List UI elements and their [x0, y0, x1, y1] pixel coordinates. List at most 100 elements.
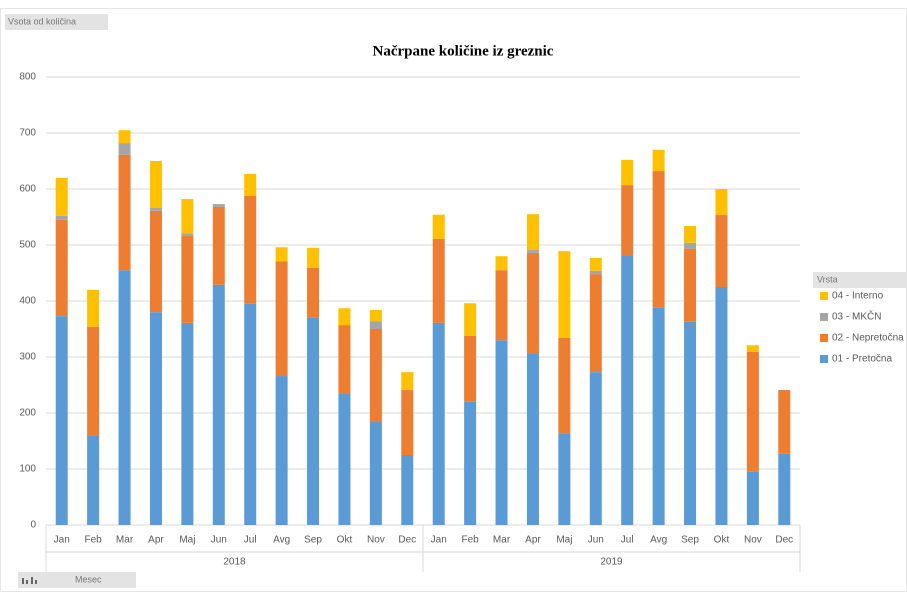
x-tick-label: Jan — [54, 535, 70, 546]
bar-segment — [87, 326, 100, 436]
bar-segment — [589, 270, 602, 275]
bar-segment — [432, 322, 445, 525]
x-tick-label: Jan — [431, 535, 447, 546]
bar-segment — [87, 435, 100, 525]
bar-segment — [464, 335, 477, 402]
legend-swatch — [820, 292, 828, 300]
bar-segment — [401, 455, 414, 525]
bar-segment — [684, 321, 697, 525]
y-tick-label: 600 — [19, 184, 36, 195]
x-tick-label: Apr — [525, 535, 541, 546]
bar-segment — [149, 161, 162, 209]
bar-segment — [401, 390, 414, 455]
bar-segment — [181, 322, 194, 525]
bar-segment — [55, 177, 68, 216]
bar-segment — [338, 308, 351, 326]
x-tick-label: Nov — [367, 535, 385, 546]
bar-segment — [684, 248, 697, 322]
bar-segment — [464, 303, 477, 336]
bar-segment — [621, 159, 634, 186]
bar-segment — [244, 195, 257, 304]
bar-segment — [149, 208, 162, 211]
x-tick-label: Dec — [398, 535, 416, 546]
axis-field-button[interactable] — [18, 572, 136, 588]
y-tick-label: 700 — [19, 128, 36, 139]
x-tick-label: Avg — [273, 535, 290, 546]
bar-segment — [495, 270, 508, 341]
bar-segment — [558, 337, 571, 434]
chart-area — [0, 8, 907, 592]
bar-segment — [212, 284, 225, 525]
x-tick-label: Okt — [714, 535, 730, 546]
bar-segment — [652, 149, 665, 172]
bar-segment — [149, 312, 162, 525]
y-tick-label: 500 — [19, 240, 36, 251]
axis-field-icon — [22, 577, 37, 584]
bar-segment — [338, 393, 351, 525]
bar-segment — [558, 251, 571, 338]
bar-segment — [307, 247, 320, 268]
bar-segment — [212, 204, 225, 207]
values-field-label[interactable]: Vsota od količina — [8, 16, 76, 26]
bar-segment — [464, 401, 477, 525]
bar-segment — [746, 345, 759, 352]
bar-segment — [307, 267, 320, 318]
bar-segment — [684, 225, 697, 243]
bar-segment — [652, 307, 665, 525]
bar-segment — [558, 433, 571, 525]
bar-segment — [369, 421, 382, 525]
x-tick-label: Apr — [148, 535, 164, 546]
bar-segment — [621, 185, 634, 256]
legend-label: 02 - Nepretočna — [832, 333, 904, 344]
x-tick-label: Feb — [462, 535, 480, 546]
bar-segment — [118, 130, 131, 144]
x-tick-label: Jun — [211, 535, 227, 546]
bar-segment — [275, 376, 288, 525]
bar-segment — [589, 372, 602, 525]
legend-field-button[interactable] — [813, 272, 907, 288]
bar-segment — [684, 242, 697, 249]
bar-segment — [275, 261, 288, 377]
bar-segment — [55, 316, 68, 525]
x-tick-label: Feb — [85, 535, 103, 546]
x-tick-label: Jun — [588, 535, 604, 546]
bar-segment — [621, 255, 634, 525]
bar-segment — [432, 238, 445, 323]
bar-segment — [338, 325, 351, 394]
x-tick-label: Mar — [116, 535, 134, 546]
bar-segment — [746, 471, 759, 525]
x-tick-label: Maj — [179, 535, 195, 546]
bar-segment — [181, 233, 194, 237]
bar-segment — [589, 274, 602, 373]
chart-title: Načrpane količine iz greznic — [373, 43, 554, 59]
x-tick-label: Sep — [304, 535, 322, 546]
bar-segment — [369, 321, 382, 329]
legend-label: 03 - MKČN — [832, 310, 881, 323]
bar-segment — [432, 214, 445, 239]
bar-segment — [778, 390, 791, 454]
bar-segment — [244, 173, 257, 196]
bar-segment — [652, 171, 665, 308]
legend-swatch — [820, 334, 828, 342]
bar-segment — [715, 214, 728, 287]
bar-segment — [181, 199, 194, 234]
x-tick-label: Mar — [493, 535, 511, 546]
legend-field-label[interactable]: Vrsta — [817, 274, 838, 284]
y-tick-label: 200 — [19, 408, 36, 419]
x-tick-label: Jul — [621, 535, 634, 546]
y-tick-label: 100 — [19, 464, 36, 475]
bar-segment — [526, 252, 539, 354]
bar-segment — [244, 303, 257, 525]
x-tick-label: Jul — [244, 535, 257, 546]
bar-segment — [181, 236, 194, 323]
bar-segment — [275, 247, 288, 262]
legend-label: 01 - Pretočna — [832, 354, 892, 365]
x-tick-label: Dec — [775, 535, 793, 546]
group-label: 2019 — [600, 557, 623, 568]
values-field-button[interactable] — [5, 14, 108, 30]
axis-field-label[interactable]: Mesec — [75, 574, 102, 584]
bar-segment — [118, 270, 131, 525]
bar-segment — [212, 206, 225, 285]
y-tick-label: 800 — [19, 72, 36, 83]
bar-segment — [307, 317, 320, 525]
